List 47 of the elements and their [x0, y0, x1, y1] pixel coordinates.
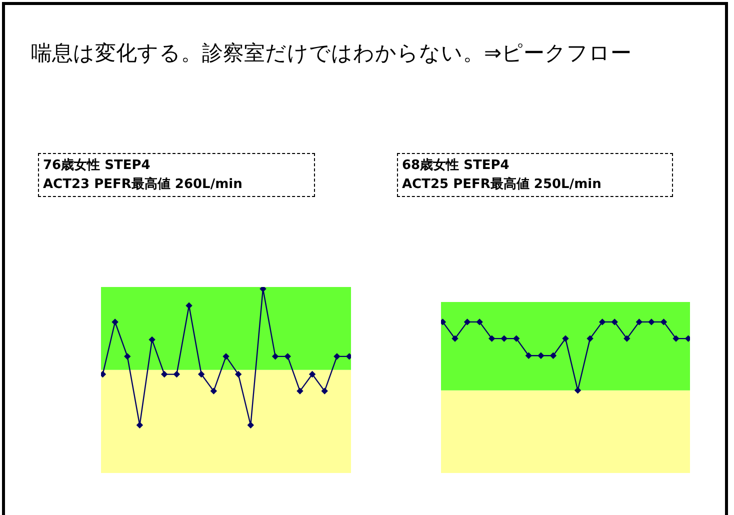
point [198, 370, 205, 378]
point [636, 318, 643, 326]
point [321, 388, 328, 394]
point [112, 318, 118, 326]
point [441, 318, 446, 326]
point [550, 352, 557, 359]
point [452, 335, 458, 342]
point [538, 352, 544, 359]
chart-subtitle: ACT25 PEFR最高値 250L/min [402, 176, 602, 194]
point [346, 353, 351, 360]
point [500, 335, 508, 342]
point [334, 353, 340, 360]
point [284, 353, 291, 360]
point [210, 388, 218, 394]
point [222, 353, 230, 360]
point [247, 422, 254, 428]
point [260, 287, 266, 292]
point [574, 387, 582, 394]
point [611, 318, 618, 326]
point [234, 370, 242, 378]
point [186, 302, 192, 309]
point [464, 318, 471, 326]
point [136, 422, 144, 428]
text: 喘息は変化する。診察室だけではわからない。⇒ピークフロー [31, 40, 632, 67]
point [586, 335, 594, 342]
point [488, 335, 496, 342]
point [124, 353, 131, 360]
point [173, 370, 180, 378]
point [648, 318, 655, 326]
point [672, 335, 680, 342]
chart-subtitle: ACT23 PEFR最高値 260L/min [43, 176, 244, 194]
point [272, 353, 279, 360]
point [562, 335, 569, 342]
point [296, 388, 304, 394]
point [624, 335, 630, 342]
point [476, 318, 483, 326]
point [684, 335, 690, 342]
point [148, 336, 156, 344]
point [598, 318, 606, 326]
chart-title: 76歳女性 STEP4 [43, 157, 152, 175]
chart-title: 68歳女性 STEP4 [402, 157, 510, 175]
point [513, 335, 520, 342]
point [525, 352, 532, 359]
point [101, 370, 106, 378]
point [660, 318, 668, 326]
point [161, 370, 168, 378]
point [308, 370, 316, 378]
